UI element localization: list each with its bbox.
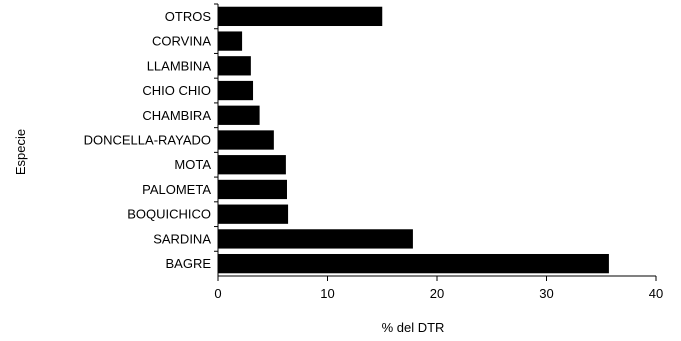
x-tick-label: 20 (430, 286, 444, 301)
bar-sardina (218, 229, 413, 249)
category-labels: OTROS CORVINA LLAMBINA CHIO CHIO CHAMBIRA DON… (84, 9, 212, 271)
x-tick-label: 30 (539, 286, 553, 301)
category-label: CORVINA (152, 34, 211, 49)
x-tick-label: 40 (649, 286, 663, 301)
bar-chambira (218, 105, 260, 125)
category-label: BOQUICHICO (127, 207, 211, 222)
bar-palometa (218, 179, 287, 200)
bar-corvina (218, 31, 243, 51)
x-tick-label: 10 (320, 286, 334, 301)
category-label: SARDINA (153, 231, 211, 246)
bar-doncella-rayado (218, 130, 274, 150)
bar-otros (218, 6, 383, 27)
category-label: BAGRE (165, 256, 211, 271)
axes: 0 10 20 30 40 (214, 3, 663, 301)
bar-mota (218, 155, 286, 175)
bar-bagre (218, 253, 609, 274)
x-tick-label: 0 (214, 286, 221, 301)
x-axis-title: % del DTR (382, 320, 445, 335)
y-axis-title: Especie (13, 129, 28, 175)
category-label: OTROS (165, 9, 212, 24)
bar-chio-chio (218, 80, 254, 101)
bar-boquichico (218, 204, 289, 224)
category-label: PALOMETA (142, 182, 211, 197)
category-label: CHIO CHIO (142, 83, 211, 98)
category-label: CHAMBIRA (142, 108, 211, 123)
bar-llambina (218, 56, 251, 76)
bars (218, 6, 609, 274)
category-label: MOTA (174, 157, 211, 172)
category-label: LLAMBINA (147, 58, 212, 73)
category-label: DONCELLA-RAYADO (84, 133, 211, 148)
